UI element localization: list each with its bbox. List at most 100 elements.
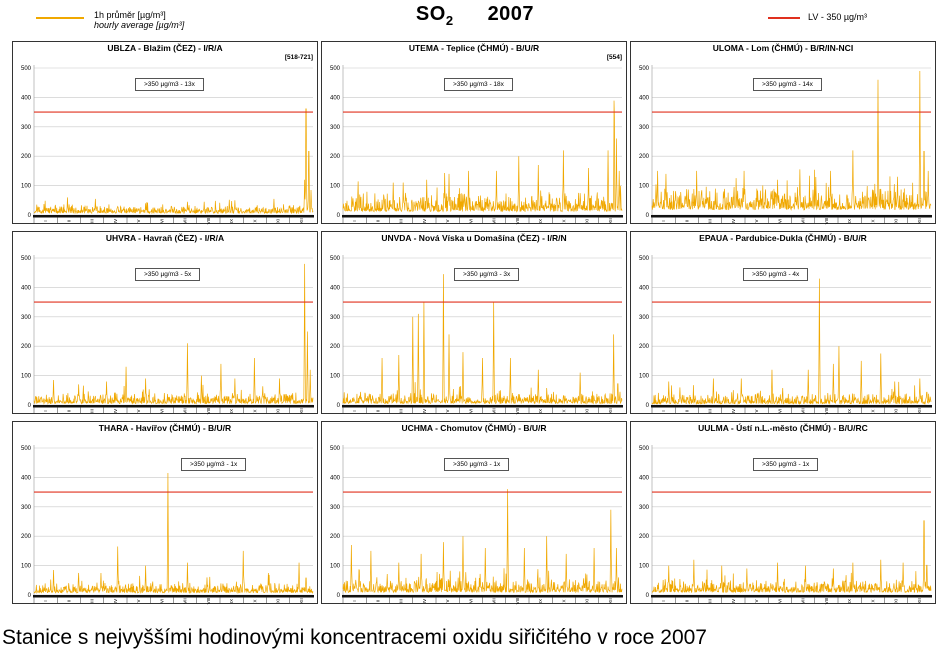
month-label: XI <box>894 219 899 223</box>
panel-title: EPAUA - Pardubice-Dukla (ČHMÚ) - B/U/R <box>699 233 867 243</box>
y-tick-label: 100 <box>21 184 32 190</box>
month-label: I <box>352 600 357 601</box>
y-tick-label: 100 <box>639 184 650 190</box>
month-label: V <box>445 599 450 602</box>
hourly-series <box>342 100 623 213</box>
month-label: V <box>136 409 141 412</box>
month-label: II <box>375 600 380 603</box>
y-tick-label: 500 <box>330 446 341 452</box>
month-label: IX <box>229 409 234 413</box>
month-label: XII <box>608 408 613 414</box>
month-label: IV <box>731 599 736 603</box>
month-label: I <box>43 410 48 411</box>
y-tick-label: 100 <box>330 564 341 570</box>
month-label: IV <box>113 219 118 223</box>
station-panel: 0 100 200 300 400 500 I II III IV V VI VII VIII IX X XI X… <box>630 421 936 604</box>
panel-title: UTEMA - Teplice (ČHMÚ) - B/U/R <box>408 43 540 53</box>
y-tick-label: 400 <box>21 285 32 291</box>
y-tick-label: 100 <box>639 564 650 570</box>
station-panel: 0 100 200 300 400 500 I II III IV V VI VII VIII IX X XI X… <box>12 421 318 604</box>
legend-hourly-text: 1h průměr [µg/m³] hourly average [µg/m³] <box>94 10 184 30</box>
exceedance-box: >350 µg/m3 - 5x <box>135 268 201 281</box>
month-label: I <box>661 410 666 411</box>
month-label: IV <box>113 409 118 413</box>
month-label: VIII <box>824 598 829 605</box>
month-label: I <box>661 220 666 221</box>
month-label: IX <box>538 219 543 223</box>
month-label: III <box>90 409 95 413</box>
y-tick-label: 500 <box>330 66 341 72</box>
title-pollutant: SO <box>415 3 446 25</box>
legend-limit-text: LV - 350 µg/m³ <box>808 12 868 22</box>
x-axis-bar <box>651 595 932 598</box>
y-tick-label: 500 <box>639 256 650 262</box>
month-label: III <box>399 599 404 603</box>
x-axis-bar <box>651 215 932 218</box>
y-tick-label: 0 <box>646 593 650 599</box>
panel-title: UBLZA - Blažim (ČEZ) - I/R/A <box>107 43 223 53</box>
month-label: XI <box>276 599 281 603</box>
month-label: III <box>399 409 404 413</box>
y-tick-label: 100 <box>330 184 341 190</box>
month-label: IV <box>422 599 427 603</box>
y-tick-label: 500 <box>21 256 32 262</box>
y-tick-label: 500 <box>330 256 341 262</box>
month-label: I <box>661 600 666 601</box>
hourly-series <box>33 108 314 215</box>
x-axis-bar <box>342 215 623 218</box>
hourly-series <box>33 472 314 595</box>
month-label: VIII <box>824 218 829 225</box>
month-label: X <box>870 409 875 412</box>
legend-hourly-cz: 1h průměr [µg/m³] <box>94 10 166 20</box>
legend-hourly-line <box>36 17 84 19</box>
month-label: X <box>252 409 257 412</box>
y-tick-label: 300 <box>330 125 341 131</box>
panel-title: UULMA - Ústí n.L.-město (ČHMÚ) - B/U/RC <box>698 423 868 433</box>
hourly-series <box>651 278 932 406</box>
month-label: VII <box>183 408 188 414</box>
y-tick-label: 300 <box>639 505 650 511</box>
month-label: VIII <box>515 598 520 605</box>
y-tick-label: 300 <box>330 505 341 511</box>
y-tick-label: 400 <box>639 475 650 481</box>
month-label: IV <box>113 599 118 603</box>
hourly-series <box>651 70 932 211</box>
y-tick-label: 300 <box>639 315 650 321</box>
y-tick-label: 200 <box>21 154 32 160</box>
month-label: III <box>399 219 404 223</box>
y-tick-label: 300 <box>639 125 650 131</box>
month-label: VI <box>159 599 164 603</box>
month-label: XII <box>299 408 304 414</box>
month-label: X <box>252 599 257 602</box>
month-label: VI <box>159 409 164 413</box>
month-label: I <box>352 410 357 411</box>
exceedance-box: >350 µg/m3 - 3x <box>454 268 520 281</box>
month-label: VII <box>801 218 806 224</box>
month-label: VI <box>468 409 473 413</box>
month-label: XII <box>917 408 922 414</box>
title-year: 2007 <box>487 3 535 25</box>
month-label: III <box>90 219 95 223</box>
y-tick-label: 300 <box>21 315 32 321</box>
y-tick-label: 0 <box>28 593 32 599</box>
month-label: V <box>445 409 450 412</box>
month-label: IV <box>731 219 736 223</box>
month-label: IX <box>538 409 543 413</box>
station-panel: 0 100 200 300 400 500 I II III IV V VI VII VIII IX X XI X… <box>630 231 936 414</box>
station-panel: 0 100 200 300 400 500 I II III IV V VI VII VIII IX X XI X… <box>12 231 318 414</box>
month-label: X <box>252 219 257 222</box>
x-axis-bar <box>33 595 314 598</box>
month-label: VI <box>159 219 164 223</box>
month-label: VII <box>492 598 497 604</box>
month-label: IX <box>538 599 543 603</box>
month-label: V <box>754 409 759 412</box>
month-label: VIII <box>824 408 829 415</box>
month-label: VIII <box>515 218 520 225</box>
exceedance-box: >350 µg/m3 - 13x <box>135 78 204 91</box>
month-label: VIII <box>206 408 211 415</box>
month-label: XI <box>894 409 899 413</box>
exceedance-box: >350 µg/m3 - 4x <box>743 268 809 281</box>
